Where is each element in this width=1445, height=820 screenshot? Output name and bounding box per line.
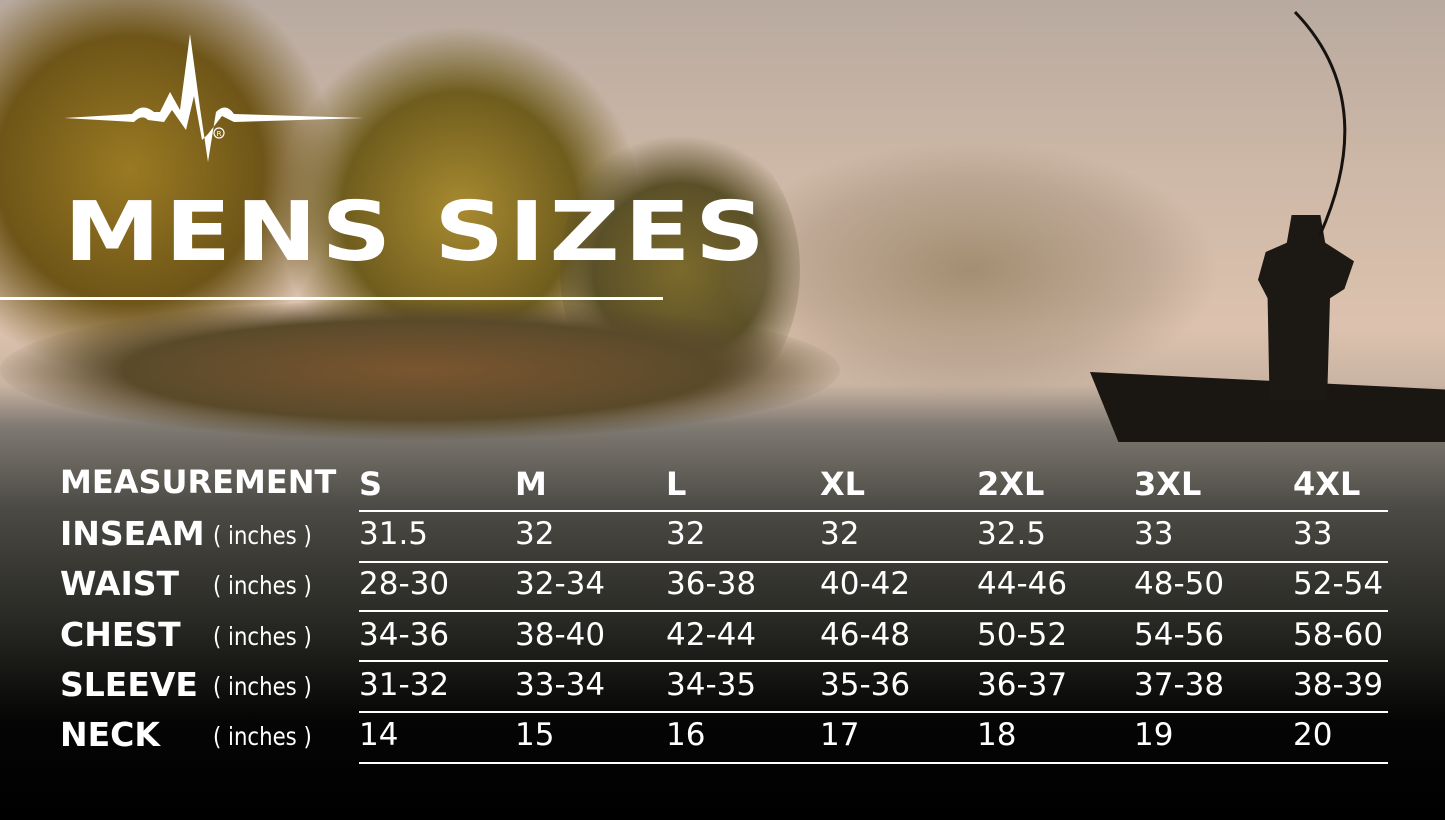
table-cell: 34-36 bbox=[359, 616, 450, 653]
row-divider bbox=[359, 660, 1388, 662]
row-unit: ( inches ) bbox=[213, 621, 312, 651]
size-header-4xl: 4XL bbox=[1293, 465, 1361, 503]
size-header-3xl: 3XL bbox=[1134, 465, 1202, 503]
row-label-inseam: INSEAM bbox=[60, 514, 205, 553]
table-cell: 58-60 bbox=[1293, 616, 1384, 653]
table-cell: 40-42 bbox=[820, 566, 911, 603]
table-cell: 54-56 bbox=[1134, 616, 1225, 653]
row-divider bbox=[359, 762, 1388, 764]
table-cell: 14 bbox=[359, 717, 399, 754]
size-header-m: M bbox=[515, 465, 547, 503]
row-label-neck: NECK bbox=[60, 715, 160, 755]
table-cell: 38-40 bbox=[515, 616, 606, 653]
table-cell: 44-46 bbox=[977, 566, 1068, 603]
table-cell: 18 bbox=[977, 717, 1017, 754]
table-cell: 33 bbox=[1293, 516, 1333, 552]
table-cell: 34-35 bbox=[666, 666, 757, 703]
row-divider bbox=[359, 711, 1388, 713]
table-cell: 32 bbox=[820, 516, 860, 552]
table-cell: 35-36 bbox=[820, 666, 911, 703]
row-unit: ( inches ) bbox=[213, 671, 312, 701]
row-label-chest: CHEST bbox=[60, 614, 181, 654]
row-label-waist: WAIST bbox=[60, 564, 180, 604]
table-cell: 16 bbox=[666, 717, 706, 754]
table-cell: 15 bbox=[515, 717, 555, 754]
boat-silhouette bbox=[1090, 372, 1445, 442]
header-measurement: MEASUREMENT bbox=[60, 463, 337, 501]
table-cell: 31.5 bbox=[359, 516, 429, 552]
size-header-2xl: 2XL bbox=[977, 465, 1045, 503]
table-cell: 46-48 bbox=[820, 616, 911, 653]
heartbeat-logo: R bbox=[64, 34, 364, 162]
size-header-l: L bbox=[666, 465, 687, 503]
row-unit: ( inches ) bbox=[213, 722, 312, 752]
svg-text:R: R bbox=[217, 130, 222, 138]
table-cell: 17 bbox=[820, 717, 860, 754]
row-divider bbox=[359, 610, 1388, 612]
table-cell: 36-38 bbox=[666, 566, 757, 603]
table-cell: 19 bbox=[1134, 717, 1174, 754]
table-cell: 38-39 bbox=[1293, 666, 1384, 703]
table-cell: 32-34 bbox=[515, 566, 606, 603]
table-cell: 36-37 bbox=[977, 666, 1068, 703]
table-cell: 28-30 bbox=[359, 566, 450, 603]
table-cell: 32 bbox=[515, 516, 555, 552]
fishing-rod bbox=[1293, 10, 1347, 236]
page-title: MENS SIZES bbox=[64, 185, 770, 280]
table-cell: 32 bbox=[666, 516, 706, 552]
table-cell: 32.5 bbox=[977, 516, 1047, 552]
table-cell: 20 bbox=[1293, 717, 1333, 754]
table-cell: 31-32 bbox=[359, 666, 450, 703]
table-cell: 33 bbox=[1134, 516, 1174, 552]
table-cell: 37-38 bbox=[1134, 666, 1225, 703]
row-label-sleeve: SLEEVE bbox=[60, 664, 198, 704]
row-divider bbox=[359, 510, 1388, 512]
size-header-s: S bbox=[359, 465, 383, 503]
table-cell: 52-54 bbox=[1293, 566, 1384, 603]
size-header-xl: XL bbox=[820, 465, 866, 503]
table-cell: 50-52 bbox=[977, 616, 1068, 653]
row-unit: ( inches ) bbox=[213, 571, 312, 601]
row-divider bbox=[359, 561, 1388, 563]
title-underline bbox=[0, 297, 663, 300]
table-cell: 48-50 bbox=[1134, 566, 1225, 603]
row-unit: ( inches ) bbox=[213, 521, 312, 550]
table-cell: 42-44 bbox=[666, 616, 757, 653]
fisherman-silhouette bbox=[1258, 215, 1354, 400]
table-cell: 33-34 bbox=[515, 666, 606, 703]
